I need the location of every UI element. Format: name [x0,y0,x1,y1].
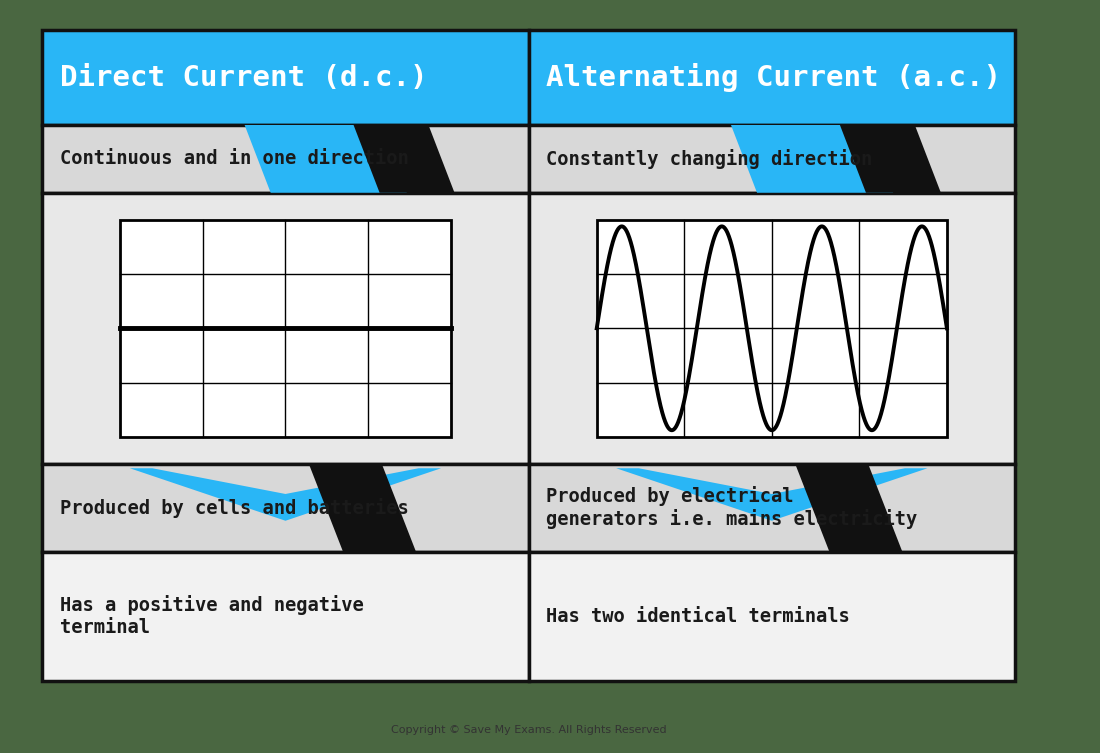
Polygon shape [587,206,957,410]
Text: Constantly changing direction: Constantly changing direction [546,149,872,169]
Text: Copyright © Save My Exams. All Rights Reserved: Copyright © Save My Exams. All Rights Re… [390,725,667,736]
Bar [42,30,529,125]
Bar [529,125,1015,193]
Text: Produced by electrical
generators i.e. mains electricity: Produced by electrical generators i.e. m… [546,486,917,529]
Text: Alternating Current (a.c.): Alternating Current (a.c.) [546,63,1001,92]
Text: Continuous and in one direction: Continuous and in one direction [59,149,408,169]
Bar [42,552,529,681]
Polygon shape [732,125,893,193]
Text: Has two identical terminals: Has two identical terminals [546,607,849,626]
Text: Direct Current (d.c.): Direct Current (d.c.) [59,63,427,92]
Polygon shape [795,464,902,552]
Polygon shape [244,125,407,193]
Text: Has a positive and negative
terminal: Has a positive and negative terminal [59,596,363,637]
Polygon shape [616,468,927,521]
Bar [42,193,529,464]
Text: Produced by cells and batteries: Produced by cells and batteries [59,498,408,518]
Bar [529,30,1015,125]
Bar [529,464,1015,552]
Polygon shape [130,468,441,521]
Bar [529,193,1015,464]
Bar [42,464,529,552]
Bar [596,220,947,437]
Polygon shape [353,125,454,193]
Bar [529,552,1015,681]
Polygon shape [309,464,416,552]
Bar [42,125,529,193]
Bar [120,220,451,437]
Polygon shape [101,206,471,410]
Polygon shape [840,125,940,193]
